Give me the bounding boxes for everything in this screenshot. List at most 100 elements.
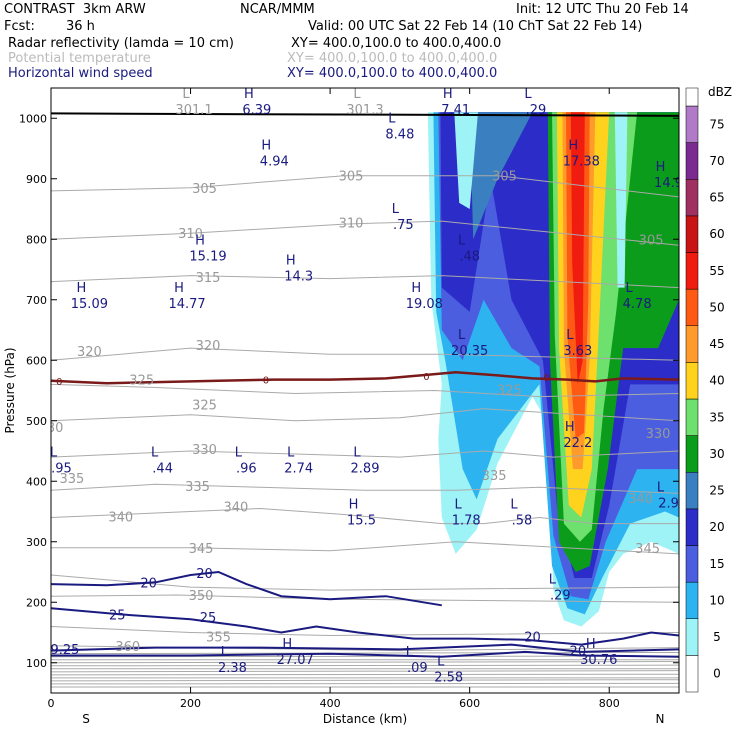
field-reflectivity-name: Radar reflectivity (lamda = 10 cm) [8,36,234,51]
theta-label-19: 315 [196,271,221,286]
extremum-value-30: 8.48 [385,127,414,142]
theta-strato-8 [51,661,679,664]
wind-line-0 [51,607,679,646]
field-theta-name: Potential temperature [8,51,151,66]
extremum-type-24: H [195,234,205,249]
colorbar-swatch-55 [685,252,699,290]
extremum-value-0: 2.38 [218,661,247,676]
theta-line-0 [51,507,679,525]
colorbar-swatch-0 [685,655,699,693]
extremum-value-4: 30.76 [580,653,617,668]
extremum-type-25: L [458,234,466,249]
x-axis-label: Distance (km) [323,712,407,726]
extremum-value-31: 301.1 [175,103,212,118]
extremum-type-31: L [182,87,190,102]
wind-label-0: 25 [109,608,126,623]
colorbar-label-55: 55 [709,264,724,278]
extremum-value-24: 15.19 [189,250,226,265]
extremum-value-28: 14.9 [654,176,683,191]
extremum-type-33: H [244,87,254,102]
extremum-value-32: 301.3 [346,103,383,118]
extremum-value-19: 15.09 [71,297,108,312]
forecast-label: Fcst: [4,19,35,34]
wind-label-3: 20 [196,567,213,582]
theta-label-3: 345 [189,542,214,557]
wind-line-2 [51,650,679,658]
extremum-type-26: L [392,202,400,217]
theta-label-23: 305 [339,170,364,185]
theta-strato-2 [51,679,679,682]
y-axis-label: Pressure (hPa) [3,347,17,433]
extremum-type-32: L [353,87,361,102]
freezing-label-1: 0 [263,376,269,387]
theta-label-7: 340 [628,492,653,507]
y-tick-label-700: 700 [26,294,47,307]
extremum-type-0: L [221,645,229,660]
extremum-value-12: .44 [152,461,173,476]
y-tick-label-800: 800 [26,233,47,246]
extremum-value-7: 15.5 [347,513,376,528]
wind-label-4: 20 [524,631,541,646]
theta-label-20: 310 [178,227,203,242]
x-tick-label-400: 400 [320,697,341,710]
wind-label-2: 20 [140,576,157,591]
extremum-type-34: H [443,87,453,102]
colorbar-swatch-45 [685,325,699,363]
colorbar-label-10: 10 [709,593,724,607]
extremum-value-29: 17.38 [563,155,600,170]
y-tick-label-200: 200 [26,596,47,609]
extremum-type-12: L [151,445,159,460]
extremum-value-34: 7.41 [441,103,470,118]
y-tick-label-500: 500 [26,415,47,428]
extremum-type-17: L [458,328,466,343]
theta-label-24: 305 [492,170,517,185]
forecast-hours: 36 h [66,19,95,34]
extremum-type-19: H [76,281,86,296]
extremum-type-7: H [349,497,359,512]
colorbar-swatch-20 [685,508,699,546]
extremum-value-15: 2.89 [351,461,380,476]
wind-contours [51,570,679,658]
extremum-type-9: L [510,497,518,512]
field-theta-xy: XY= 400.0,100.0 to 400.0,400.0 [287,51,498,66]
extremum-type-23: H [286,254,296,269]
colorbar-swatch-40 [685,362,699,400]
extremum-value-2: .09 [407,661,428,676]
x-tick-label-800: 800 [599,697,620,710]
x-end-label-left: S [82,712,90,726]
colorbar-swatch-10 [685,581,699,619]
colorbar-label-45: 45 [709,337,724,351]
extremum-value-3: 2.58 [434,671,463,686]
extremum-value-18: 3.63 [563,344,592,359]
theta-line-11 [51,594,679,603]
extremum-value-17: 20.35 [451,344,488,359]
freezing-label-3: 0 [543,373,549,384]
refl-band-25 [469,112,533,240]
extremum-value-23: 14.3 [284,270,313,285]
theta-label-25: 305 [639,233,664,248]
theta-label-22: 305 [192,182,217,197]
colorbar-swatch-15 [685,545,699,583]
extremum-value-22: 4.78 [623,297,652,312]
theta-line-12 [51,626,679,637]
colorbar-swatch-30 [685,435,699,473]
theta-strato-4 [51,673,679,676]
extremum-value-27: 4.94 [260,155,289,170]
colorbar-label-30: 30 [709,447,724,461]
extremum-value-20: 14.77 [168,297,205,312]
theta-line-8 [51,175,679,198]
organization: NCAR/MMM [240,2,315,17]
theta-label-2: 350 [189,589,214,604]
extremum-type-27: H [261,139,271,154]
extremum-value-35: .29 [526,103,547,118]
contour-labels: 360 355 350 345 345 340 340 340 335 335 335 330 330 3… [51,87,683,686]
theta-label-9: 335 [185,480,210,495]
colorbar-swatch-65 [685,179,699,217]
extremum-value-11: .95 [51,461,72,476]
extremum-value-21: 19.08 [406,297,443,312]
extremum-value-8: 1.78 [452,513,481,528]
theta-strato-5 [51,670,679,673]
extremum-type-13: L [235,445,243,460]
